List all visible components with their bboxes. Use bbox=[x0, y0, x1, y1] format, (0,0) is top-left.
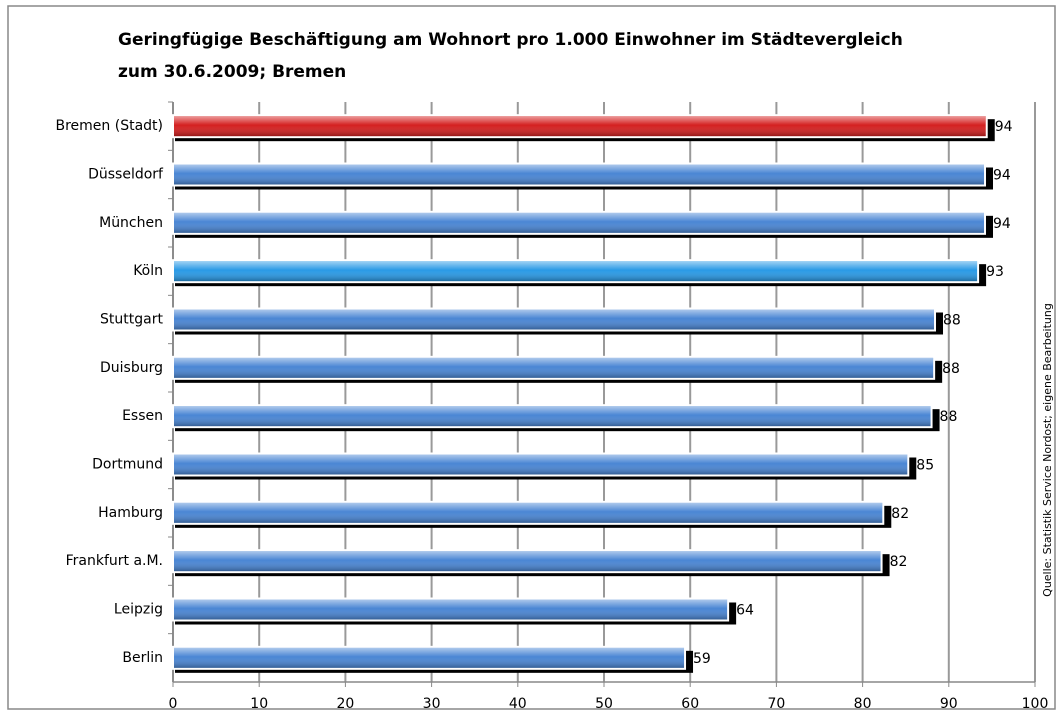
y-tick-label: München bbox=[99, 215, 163, 231]
x-tick-label: 0 bbox=[169, 696, 178, 712]
bar-gloss bbox=[174, 309, 935, 330]
value-label: 85 bbox=[916, 458, 934, 474]
bar-gloss bbox=[174, 454, 908, 475]
y-tick-label: Duisburg bbox=[100, 360, 163, 376]
y-tick-label: Berlin bbox=[122, 650, 163, 666]
x-tick-label: 20 bbox=[336, 696, 354, 712]
bar-gloss bbox=[174, 647, 685, 668]
frame bbox=[7, 5, 1056, 710]
y-tick-label: Leipzig bbox=[114, 602, 163, 618]
chart-title: Geringfügige Beschäftigung am Wohnort pr… bbox=[118, 30, 903, 50]
y-tick-label: Dortmund bbox=[92, 457, 163, 473]
y-tick-label: Düsseldorf bbox=[88, 167, 164, 183]
bar-gloss bbox=[174, 357, 934, 378]
bar-gloss bbox=[174, 502, 883, 523]
x-tick-label: 70 bbox=[767, 696, 785, 712]
value-label: 82 bbox=[890, 554, 908, 570]
x-tick-label: 60 bbox=[681, 696, 699, 712]
x-tick-label: 40 bbox=[509, 696, 527, 712]
y-tick-label: Frankfurt a.M. bbox=[66, 553, 163, 569]
bar-gloss bbox=[174, 406, 931, 427]
x-tick-label: 100 bbox=[1022, 696, 1049, 712]
y-tick-label: Köln bbox=[133, 263, 163, 279]
value-label: 82 bbox=[891, 506, 909, 522]
bar-gloss bbox=[174, 551, 881, 572]
value-label: 88 bbox=[942, 361, 960, 377]
x-tick-label: 30 bbox=[423, 696, 441, 712]
y-tick-label: Stuttgart bbox=[100, 312, 163, 328]
bar-gloss bbox=[174, 261, 978, 282]
x-tick-label: 10 bbox=[250, 696, 268, 712]
y-tick-label: Hamburg bbox=[98, 505, 163, 521]
y-tick-label: Bremen (Stadt) bbox=[56, 118, 164, 134]
source: Quelle: Statistik Service Nordost; eigen… bbox=[1041, 303, 1054, 597]
x-tick-label: 90 bbox=[940, 696, 958, 712]
chart-title: zum 30.6.2009; Bremen bbox=[118, 62, 346, 82]
value-label: 94 bbox=[995, 119, 1013, 135]
x-tick-label: 80 bbox=[854, 696, 872, 712]
value-label: 64 bbox=[736, 603, 754, 619]
value-label: 94 bbox=[993, 216, 1011, 232]
value-label: 88 bbox=[943, 313, 961, 329]
value-label: 93 bbox=[986, 264, 1004, 280]
y-tick-label: Essen bbox=[122, 408, 163, 424]
bar-gloss bbox=[174, 212, 985, 233]
bar-gloss bbox=[174, 164, 985, 185]
bar-gloss bbox=[174, 599, 728, 620]
x-tick-label: 50 bbox=[595, 696, 613, 712]
value-label: 94 bbox=[993, 168, 1011, 184]
value-label: 59 bbox=[693, 651, 711, 667]
value-label: 88 bbox=[940, 409, 958, 425]
bar-gloss bbox=[174, 116, 986, 137]
